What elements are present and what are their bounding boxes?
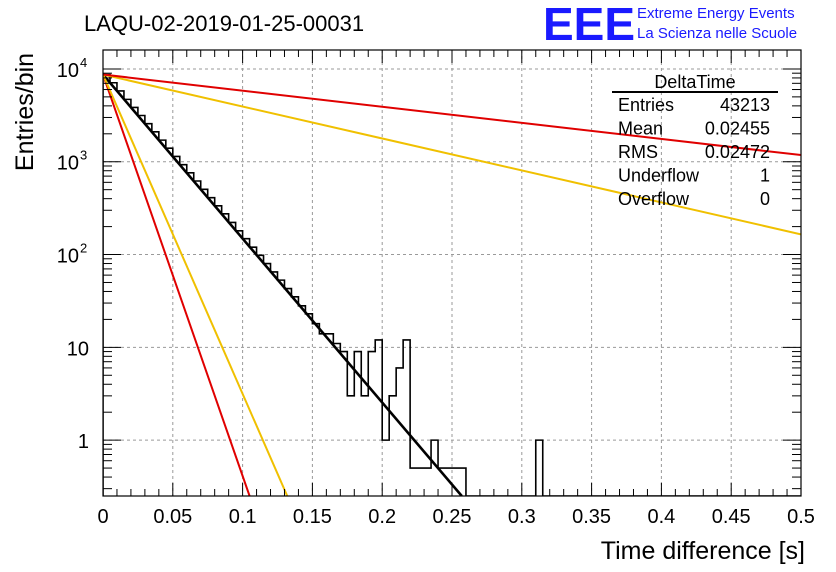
fit-curve-1 <box>103 73 463 496</box>
x-tick-label: 0.1 <box>229 506 257 528</box>
stats-row-value: 0 <box>760 189 770 209</box>
fit-curve-5 <box>103 73 801 157</box>
chart-title: LAQU-02-2019-01-25-00031 <box>84 11 364 36</box>
stats-row-label: Overflow <box>618 189 690 209</box>
stats-row-value: 0.02455 <box>705 119 770 139</box>
y-tick-exponent: 4 <box>80 55 87 70</box>
x-tick-label: 0.45 <box>712 506 751 528</box>
y-tick-label: 10 <box>57 153 79 175</box>
x-tick-label: 0.35 <box>572 506 611 528</box>
stats-box-title: DeltaTime <box>654 72 735 92</box>
y-tick-label: 10 <box>57 246 79 268</box>
stats-row-value: 0.02472 <box>705 142 770 162</box>
fit-curve-3 <box>103 74 289 496</box>
x-tick-label: 0.2 <box>368 506 396 528</box>
y-tick-label: 10 <box>57 60 79 82</box>
x-tick-label: 0.4 <box>647 506 675 528</box>
fit-curve-4 <box>103 73 801 236</box>
fit-curve-2 <box>103 74 251 496</box>
stats-row-value: 43213 <box>720 95 770 115</box>
stats-row-label: Mean <box>618 119 663 139</box>
x-axis-label: Time difference [s] <box>601 537 805 565</box>
logo: EEE Extreme Energy Events La Scienza nel… <box>543 0 797 50</box>
logo-line2: La Scienza nelle Scuole <box>637 25 797 42</box>
logo-mark: EEE <box>543 0 635 50</box>
grid <box>103 50 801 496</box>
y-axis-label: Entries/bin <box>11 53 39 171</box>
plot-area <box>103 73 801 496</box>
x-tick-label: 0.3 <box>508 506 536 528</box>
stats-row-label: RMS <box>618 142 658 162</box>
x-tick-label: 0.5 <box>787 506 815 528</box>
y-tick-exponent: 2 <box>80 241 87 256</box>
x-tick-label: 0.15 <box>293 506 332 528</box>
stats-row-label: Entries <box>618 95 674 115</box>
x-tick-label: 0 <box>97 506 108 528</box>
y-tick-label: 1 <box>78 431 89 453</box>
y-tick-exponent: 3 <box>80 148 87 163</box>
x-tick-label: 0.05 <box>153 506 192 528</box>
x-tick-label: 0.25 <box>433 506 472 528</box>
stats-box: DeltaTime Entries 43213 Mean 0.02455 RMS 0.024… <box>612 72 778 209</box>
logo-line1: Extreme Energy Events <box>637 5 795 22</box>
stats-row-value: 1 <box>760 166 770 186</box>
stats-row-label: Underflow <box>618 166 700 186</box>
y-tick-label: 10 <box>67 338 89 360</box>
axes: 0 0.05 0.1 0.15 0.2 0.25 0.3 0.35 0.4 0.45 0.51101… <box>57 49 815 528</box>
